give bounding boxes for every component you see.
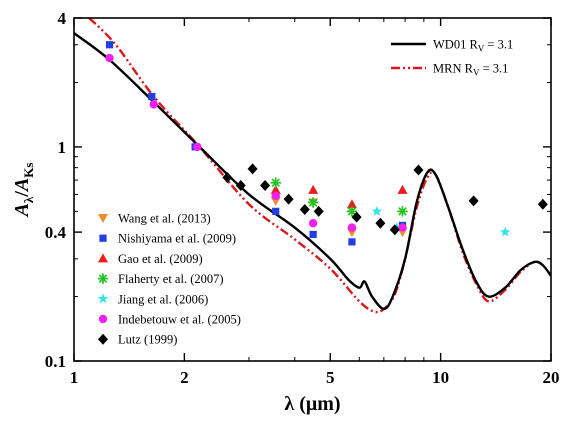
legend-series-label: Nishiyama et al. (2009) — [118, 232, 236, 246]
nishiyama-data-point — [272, 207, 280, 215]
legend-series-label: Flaherty et al. (2007) — [118, 272, 224, 286]
line-legend: WD01 RV = 3.1 MRN RV = 3.1 — [391, 38, 513, 78]
axis-ticks-layer: 1 2 5 10 20 0.1 0.4 1 4 — [45, 9, 560, 387]
x-axis-title: λ (μm) — [284, 393, 340, 415]
legend-series-label: Gao et al. (2009) — [118, 252, 203, 266]
lutz-data-point — [283, 193, 294, 205]
x-tick-label: 1 — [70, 368, 79, 387]
flaherty-data-point — [397, 206, 408, 217]
flaherty-data-point — [307, 197, 319, 208]
legend-line-label: WD01 RV = 3.1 — [433, 38, 513, 54]
jiang-data-point — [499, 226, 511, 237]
lutz-data-point — [413, 164, 424, 176]
gao-data-point — [308, 184, 319, 194]
x-tick-label: 20 — [543, 368, 560, 387]
plot-frame — [73, 17, 552, 362]
legend-series-label: Jiang et al. (2006) — [118, 292, 208, 306]
flaherty-data-point — [346, 206, 358, 217]
lutz-data-point — [222, 171, 233, 183]
legend-line-label: MRN RV = 3.1 — [433, 62, 508, 78]
gao-data-point — [270, 184, 281, 194]
data-points-layer — [105, 41, 548, 246]
wd01-curve — [74, 32, 551, 311]
marker-legend: Wang et al. (2013) Nishiyama et al. (2009… — [97, 212, 241, 347]
jiang-data-point — [371, 205, 383, 216]
legend-series-label: Wang et al. (2013) — [118, 212, 211, 226]
x-tick-label: 2 — [180, 368, 189, 387]
lutz-data-point — [375, 217, 386, 229]
y-tick-label: 0.4 — [45, 223, 67, 242]
indebetouw-data-point — [105, 53, 114, 63]
mrn-curve — [88, 18, 551, 314]
indebetouw-data-point — [308, 219, 318, 228]
nishiyama-data-point — [348, 238, 356, 246]
x-tick-label: 5 — [326, 368, 335, 387]
curves-layer — [74, 18, 551, 314]
lutz-data-point — [351, 211, 362, 223]
nishiyama-data-point — [148, 92, 156, 101]
lutz-data-point — [299, 204, 310, 216]
indebetouw-data-point — [271, 191, 280, 201]
y-tick-label: 0.1 — [45, 352, 66, 371]
y-tick-label: 4 — [58, 9, 67, 28]
lutz-data-point — [468, 195, 479, 207]
axis-titles: λ (μm) Aλ/AKs — [11, 163, 341, 415]
legend-marker — [98, 253, 108, 263]
indebetouw-data-point — [347, 223, 357, 232]
indebetouw-data-point — [193, 142, 202, 152]
legend-marker — [97, 273, 109, 284]
legend-marker — [98, 214, 108, 223]
nishiyama-data-point — [309, 230, 317, 239]
legend-series-label: Indebetouw et al. (2005) — [118, 313, 241, 327]
legend-series-label: Lutz (1999) — [118, 333, 177, 347]
legend-marker — [99, 234, 107, 242]
lutz-data-point — [247, 163, 258, 175]
indebetouw-data-point — [398, 223, 407, 232]
legend-marker — [97, 293, 109, 304]
lutz-data-point — [260, 180, 271, 192]
lutz-data-point — [537, 198, 548, 210]
x-tick-label: 10 — [432, 368, 449, 387]
legend-marker — [98, 333, 108, 345]
flaherty-data-point — [270, 177, 281, 188]
y-axis-title: Aλ/AKs — [11, 163, 36, 219]
lutz-data-point — [235, 180, 246, 192]
legend-marker — [98, 314, 108, 324]
lutz-data-point — [389, 224, 400, 236]
y-tick-label: 1 — [58, 138, 67, 157]
gao-data-point — [346, 199, 357, 209]
gao-data-point — [397, 184, 408, 194]
nishiyama-data-point — [105, 41, 114, 49]
lutz-data-point — [313, 205, 324, 217]
indebetouw-data-point — [149, 100, 158, 109]
